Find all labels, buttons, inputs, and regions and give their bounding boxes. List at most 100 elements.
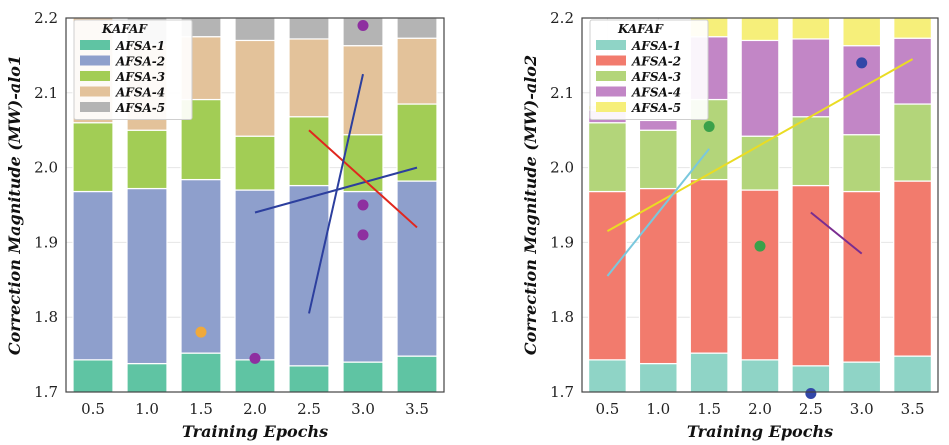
bar-afsa-1-0.5 [72, 359, 114, 392]
bar-afsa-3-3.5 [396, 103, 438, 182]
bar-afsa-5-2.5 [791, 18, 831, 40]
x-tick-label: 1.5 [697, 400, 721, 418]
legend-entry: AFSA-1 [115, 39, 165, 53]
bar-afsa-2-0.5 [72, 190, 114, 361]
bar-afsa-1-2.0 [740, 359, 780, 392]
plot-frame [581, 17, 939, 393]
bar-afsa-1-2.5 [288, 365, 330, 392]
legend-swatch [80, 55, 110, 66]
legend-swatch [80, 71, 110, 81]
x-tick-label: 2.0 [748, 400, 772, 418]
x-axis-label: Training Epochs [687, 422, 833, 441]
legend-swatch [80, 102, 110, 112]
x-tick-label: 1.0 [135, 400, 159, 418]
legend-swatch [80, 40, 110, 50]
trend-line-2 [606, 148, 710, 277]
y-tick-label: 2.0 [34, 159, 58, 177]
legend-entry: AFSA-4 [115, 86, 165, 100]
x-tick-label: 1.5 [189, 400, 213, 418]
y-axis-label: Correction Magnitude (MW)-alo2 [521, 55, 540, 355]
bar-afsa-2-2.5 [288, 184, 330, 367]
bar-afsa-4-3.5 [396, 37, 438, 105]
legend-swatch [596, 86, 626, 97]
y-tick-label: 1.8 [550, 308, 574, 326]
trend-line-3 [308, 73, 364, 314]
bar-afsa-5-2.0 [740, 18, 780, 42]
marker-point-3 [805, 387, 817, 399]
bar-afsa-1-1.5 [689, 352, 729, 392]
x-tick-label: 3.5 [901, 400, 925, 418]
legend-swatch [596, 71, 626, 81]
plot-frame [65, 17, 445, 393]
x-tick-label: 2.0 [243, 400, 267, 418]
y-tick-label: 2.1 [34, 84, 58, 102]
legend-title: KAFAF [101, 22, 148, 36]
legend-entry: AFSA-5 [631, 101, 681, 115]
legend-entry: AFSA-5 [115, 101, 165, 115]
y-tick-label: 2.2 [34, 9, 58, 27]
x-tick-label: 3.5 [405, 400, 429, 418]
bar-afsa-5-3.0 [842, 18, 882, 47]
bar-afsa-3-1.0 [638, 129, 678, 190]
legend-swatch [596, 102, 626, 112]
marker-point-5 [357, 229, 369, 241]
marker-point-1 [195, 326, 207, 338]
bar-afsa-3-1.0 [126, 129, 168, 190]
bar-afsa-2-1.5 [689, 178, 729, 354]
legend-entry: AFSA-3 [631, 70, 681, 84]
trend-line-2 [308, 129, 418, 229]
trend-line-1 [606, 58, 914, 233]
bar-afsa-2-3.0 [842, 190, 882, 363]
bar-afsa-4-1.0 [638, 119, 678, 131]
bar-afsa-2-3.5 [396, 180, 438, 357]
bar-afsa-3-2.0 [234, 135, 276, 191]
y-tick-label: 1.8 [34, 308, 58, 326]
y-tick-label: 2.0 [550, 159, 574, 177]
bar-afsa-2-2.5 [791, 184, 831, 367]
x-axis-label: Training Epochs [182, 422, 328, 441]
chart-panel-2: 1.7 1.8 1.9 2.0 2.1 2.2 0.5 1.0 1.5 2.0 2.5 3.0 3.5 T… [521, 9, 939, 441]
y-tick-label: 1.9 [34, 233, 58, 251]
legend-entry: AFSA-4 [631, 86, 681, 100]
y-tick-label: 1.7 [550, 383, 574, 401]
bar-afsa-3-2.5 [288, 116, 330, 187]
bar-afsa-4-2.0 [740, 39, 780, 137]
bar-afsa-3-0.5 [588, 122, 627, 193]
bar-afsa-1-3.5 [396, 355, 438, 392]
bar-afsa-5-3.5 [396, 18, 438, 39]
bar-afsa-1-3.5 [893, 355, 932, 392]
legend-swatch [596, 55, 626, 66]
x-tick-label: 2.5 [799, 400, 823, 418]
bar-afsa-4-2.5 [288, 38, 330, 118]
bar-afsa-2-2.0 [740, 189, 780, 361]
legend-title: KAFAF [617, 22, 664, 36]
bar-afsa-4-3.0 [342, 45, 384, 136]
y-tick-label: 1.7 [34, 383, 58, 401]
marker-point-2 [249, 352, 261, 364]
trend-line-3 [810, 211, 863, 255]
bar-afsa-1-0.5 [588, 359, 627, 392]
bar-afsa-4-2.5 [791, 38, 831, 118]
legend-entry: AFSA-2 [115, 55, 165, 69]
bar-afsa-4-3.5 [893, 37, 932, 105]
bar-afsa-1-3.0 [842, 361, 882, 392]
chart-panel-1: 1.7 1.8 1.9 2.0 2.1 2.2 0.5 1.0 1.5 2.0 2.5 3.0 3.5 T… [5, 9, 445, 441]
bar-afsa-2-1.0 [126, 187, 168, 365]
bar-afsa-3-2.5 [791, 116, 831, 187]
bar-afsa-5-2.5 [288, 18, 330, 40]
marker-point-4 [856, 57, 868, 69]
bar-afsa-1-1.0 [126, 362, 168, 392]
marker-point-2 [754, 240, 766, 252]
bar-afsa-1-1.0 [638, 362, 678, 392]
legend-swatch [80, 86, 110, 97]
marker-point-4 [357, 199, 369, 211]
bar-afsa-5-2.0 [234, 18, 276, 42]
legend-entry: AFSA-1 [631, 39, 681, 53]
marker-point-1 [703, 120, 715, 132]
y-axis-label: Correction Magnitude (MW)-alo1 [5, 55, 24, 355]
bar-afsa-3-3.0 [842, 134, 882, 193]
y-tick-label: 1.9 [550, 233, 574, 251]
x-tick-label: 2.5 [297, 400, 321, 418]
